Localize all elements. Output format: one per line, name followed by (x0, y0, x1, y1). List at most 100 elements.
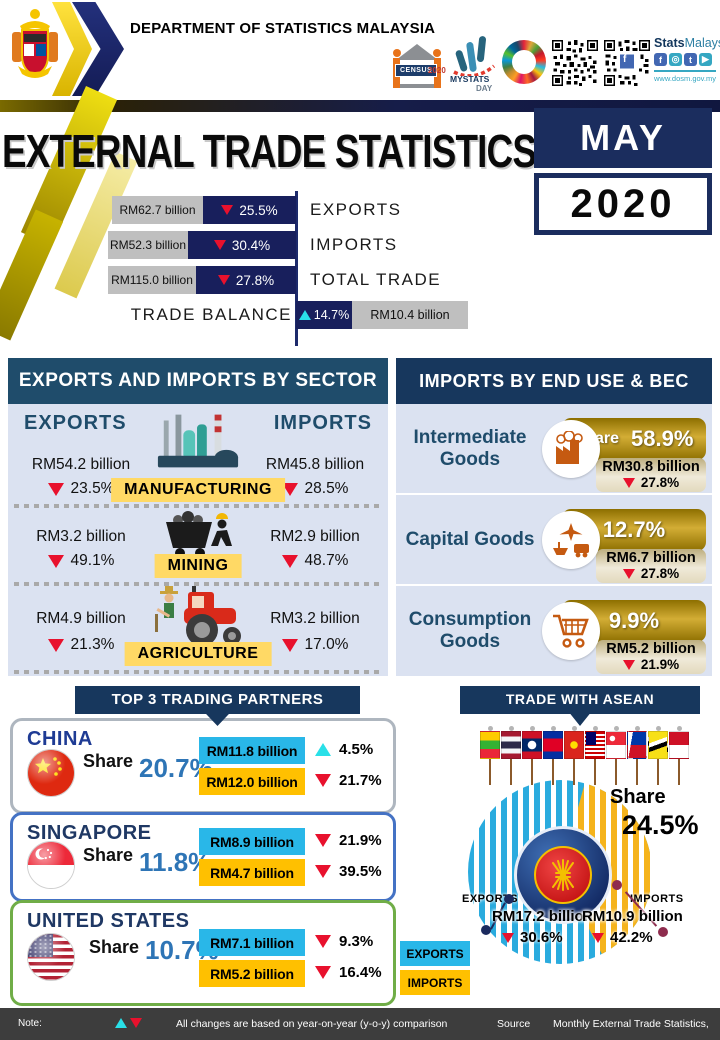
agriculture-label: AGRICULTURE (124, 642, 272, 666)
intermediate-goods-change-value: 27.8% (640, 474, 680, 490)
agriculture-export-change-value: 21.3% (70, 636, 115, 653)
manufacturing-export-change: 23.5% (16, 480, 146, 498)
sector-panel-title: EXPORTS AND IMPORTS BY SECTOR (8, 358, 388, 404)
brand-stats: Stats (654, 36, 685, 50)
manufacturing-import-change-value: 28.5% (304, 480, 349, 497)
dotted-divider (14, 582, 382, 586)
flag-gloss (28, 934, 74, 980)
partner-card-united-states: UNITED STATES Share 10.7% RM7.1 billion … (10, 900, 396, 1006)
china-flag-icon (27, 749, 75, 797)
united-states-export-change: 9.3% (315, 933, 373, 950)
mining-import-value: RM2.9 billion (270, 528, 360, 545)
down-triangle-icon (281, 482, 298, 496)
sdg-wheel-center (512, 50, 536, 74)
asean-exports-callout-label: EXPORTS (462, 893, 519, 905)
capital-goods-row: Capital Goods 12.7% RM6.7 billion 27.8% (396, 495, 712, 584)
down-triangle-icon (315, 774, 331, 787)
flag-singapore (606, 726, 626, 785)
brand-name: StatsMalaysia (654, 36, 720, 50)
down-triangle-icon (281, 554, 298, 568)
imports-change: 30.4% (188, 231, 296, 259)
intermediate-goods-change: 27.8% (622, 474, 680, 491)
singapore-name: SINGAPORE (27, 822, 152, 844)
mining-export-change-value: 49.1% (70, 552, 115, 569)
report-year: 2020 (534, 173, 712, 235)
note-label: Note: (18, 1018, 42, 1029)
capital-goods-label: Capital Goods (405, 528, 535, 550)
qr-code-facebook-icon: f (604, 40, 650, 86)
summary-axis-line (295, 191, 298, 346)
intermediate-goods-value-box: RM30.8 billion 27.8% (596, 458, 706, 492)
consumption-goods-label: Consumption Goods (408, 609, 532, 652)
manufacturing-export-change-value: 23.5% (70, 480, 115, 497)
asean-emblem-icon (514, 826, 612, 924)
end-use-panel-title: IMPORTS BY END USE & BEC (396, 358, 712, 404)
asean-emblem-center (534, 846, 592, 904)
down-triangle-icon (130, 1018, 142, 1028)
united-states-share-label: Share (89, 937, 140, 957)
footer-note: All changes are based on year-on-year (y… (176, 1018, 448, 1030)
brand-malaysia: Malaysia (684, 36, 720, 50)
page-title: EXTERNAL TRADE STATISTICS (2, 125, 537, 177)
down-triangle-icon (315, 966, 331, 979)
asean-import-value: RM10.9 billion (582, 908, 683, 925)
down-triangle-icon (622, 659, 635, 670)
consumption-goods-change-value: 21.9% (640, 656, 680, 672)
transport-icon (542, 511, 600, 569)
flag-vietnam (564, 726, 584, 785)
legend-imports: IMPORTS (400, 970, 470, 995)
department-title: DEPARTMENT OF STATISTICS MALAYSIA (130, 20, 436, 37)
exports-change: 25.5% (203, 196, 296, 224)
factory-icon (154, 412, 242, 477)
down-triangle-icon (281, 638, 298, 652)
total-trade-change-value: 27.8% (235, 272, 275, 288)
united-states-import-change: 16.4% (315, 964, 382, 981)
down-triangle-icon (213, 240, 226, 250)
flag-gloss (28, 842, 74, 888)
trade-summary-chart: RM62.7 billion 25.5% EXPORTS RM52.3 bill… (0, 191, 720, 346)
consumption-goods-change: 21.9% (622, 656, 680, 673)
singapore-import-value: RM4.7 billion (199, 859, 305, 886)
china-export-value: RM11.8 billion (199, 737, 305, 764)
footer-source: Monthly External Trade Statistics, May 2… (553, 1018, 709, 1030)
exports-callout-dot (481, 925, 491, 935)
china-import-change-value: 21.7% (339, 772, 382, 789)
footer-bar: Note: All changes are based on year-on-y… (0, 1008, 720, 1040)
total-trade-change: 27.8% (196, 266, 296, 294)
partner-card-singapore: SINGAPORE Share 11.8% RM8.9 billion 21.9… (10, 812, 396, 902)
capital-goods-change-value: 27.8% (640, 565, 680, 581)
china-export-change: 4.5% (315, 741, 373, 758)
report-month: MAY (534, 108, 712, 168)
asean-export-change-value: 30.6% (520, 929, 563, 946)
china-name: CHINA (27, 728, 93, 750)
report-date: MAY 2020 (534, 108, 712, 235)
singapore-import-change-value: 39.5% (339, 863, 382, 880)
china-import-value: RM12.0 billion (199, 768, 305, 795)
statsmalaysia-brand: StatsMalaysia f ◎ t ▶ www.dosm.gov.my (654, 36, 720, 83)
united-states-export-value: RM7.1 billion (199, 929, 305, 956)
flag-brunei (648, 726, 668, 785)
mystats-logo-text: MYSTATS (450, 74, 490, 84)
legend-exports: EXPORTS (400, 941, 470, 966)
down-triangle-icon (47, 482, 64, 496)
china-export-change-value: 4.5% (339, 741, 374, 758)
end-use-panel: IMPORTS BY END USE & BEC Intermediate Go… (396, 358, 712, 676)
singapore-export-change: 21.9% (315, 832, 382, 849)
total-trade-row: RM115.0 billion 27.8% TOTAL TRADE (0, 266, 720, 294)
sector-imports-column-label: IMPORTS (273, 412, 372, 434)
down-triangle-icon (622, 477, 635, 488)
flag-indonesia (669, 726, 689, 785)
tractor-icon (150, 584, 246, 653)
singapore-import-change: 39.5% (315, 863, 382, 880)
dotted-divider (14, 504, 382, 508)
mining-export-value: RM3.2 billion (36, 528, 126, 545)
census-logo-wordmark: CENSUS (395, 64, 438, 77)
united-states-import-change-value: 16.4% (339, 964, 382, 981)
united-states-name: UNITED STATES (27, 910, 190, 932)
census-logo-year: 2020 (428, 66, 446, 75)
imports-callout-dot (658, 927, 668, 937)
down-triangle-icon (315, 935, 331, 948)
sector-exports-column-label: EXPORTS (24, 412, 127, 434)
instagram-icon: ◎ (669, 53, 682, 66)
